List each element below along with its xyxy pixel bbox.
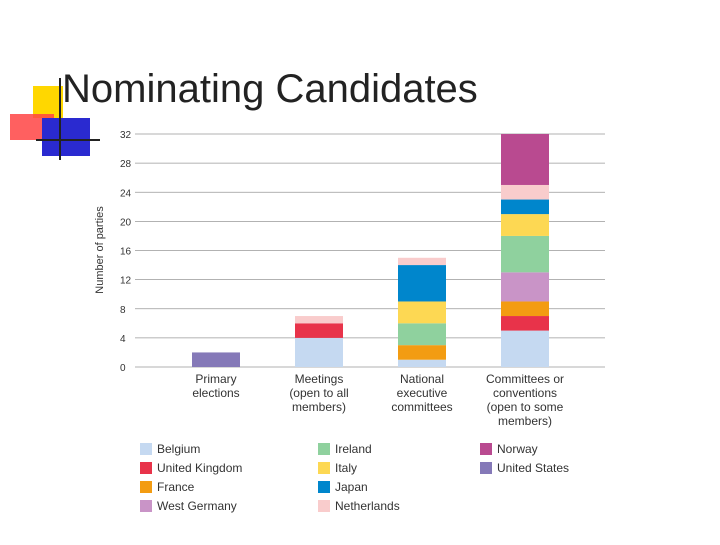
legend-label: Belgium xyxy=(157,442,200,456)
y-tick-label: 20 xyxy=(120,217,132,228)
y-tick-label: 16 xyxy=(120,247,132,258)
y-tick-label: 28 xyxy=(120,159,132,170)
x-tick-label: National executive committees xyxy=(391,372,452,414)
bar-segment xyxy=(501,199,549,215)
bar-segment xyxy=(295,316,343,324)
legend-swatch xyxy=(480,443,492,455)
legend-label: United States xyxy=(497,461,569,475)
bar-segment xyxy=(501,134,549,185)
bar-segment xyxy=(398,265,446,302)
bar-segment xyxy=(398,257,446,266)
bar-segment xyxy=(501,272,549,302)
bar-segment xyxy=(192,352,240,367)
legend-label: France xyxy=(157,480,195,494)
y-tick-label: 8 xyxy=(120,305,126,316)
bar-segment xyxy=(501,330,549,367)
x-tick-label: Primary elections xyxy=(192,372,239,400)
bar-segment xyxy=(398,345,446,360)
legend-swatch xyxy=(140,500,152,512)
legend-swatch xyxy=(318,500,330,512)
legend-swatch xyxy=(318,443,330,455)
legend-label: United Kingdom xyxy=(157,461,242,475)
y-tick-label: 0 xyxy=(120,363,126,374)
legend-swatch xyxy=(140,462,152,474)
y-tick-label: 32 xyxy=(120,130,132,141)
legend-label: Netherlands xyxy=(335,499,400,513)
y-tick-label: 4 xyxy=(120,334,126,345)
slide-title: Nominating Candidates xyxy=(62,67,478,111)
legend-swatch xyxy=(318,462,330,474)
bar-segment xyxy=(295,323,343,338)
bar-segment xyxy=(398,301,446,324)
legend-label: Ireland xyxy=(335,442,372,456)
legend-swatch xyxy=(140,481,152,493)
bar-segment xyxy=(398,323,446,346)
y-axis-label: Number of parties xyxy=(94,206,106,294)
bar-segment xyxy=(501,301,549,317)
legend-swatch xyxy=(480,462,492,474)
legend-label: Italy xyxy=(335,461,357,475)
deco-blue xyxy=(42,118,90,156)
bar-segment xyxy=(398,359,446,367)
legend-label: West Germany xyxy=(157,499,237,513)
bar-segment xyxy=(501,184,549,200)
bar-segment xyxy=(501,316,549,331)
x-tick-label: Committees or conventions (open to some mem… xyxy=(486,372,564,428)
bar-segment xyxy=(501,235,549,273)
legend-swatch xyxy=(318,481,330,493)
deco-yellow xyxy=(33,86,63,118)
legend-label: Japan xyxy=(335,480,368,494)
legend-swatch xyxy=(140,443,152,455)
y-tick-label: 12 xyxy=(120,276,132,287)
x-tick-label: Meetings (open to all members) xyxy=(289,372,348,414)
y-tick-label: 24 xyxy=(120,188,132,199)
bar-segment xyxy=(501,214,549,236)
bar-segment xyxy=(295,337,343,367)
legend-label: Norway xyxy=(497,442,538,456)
